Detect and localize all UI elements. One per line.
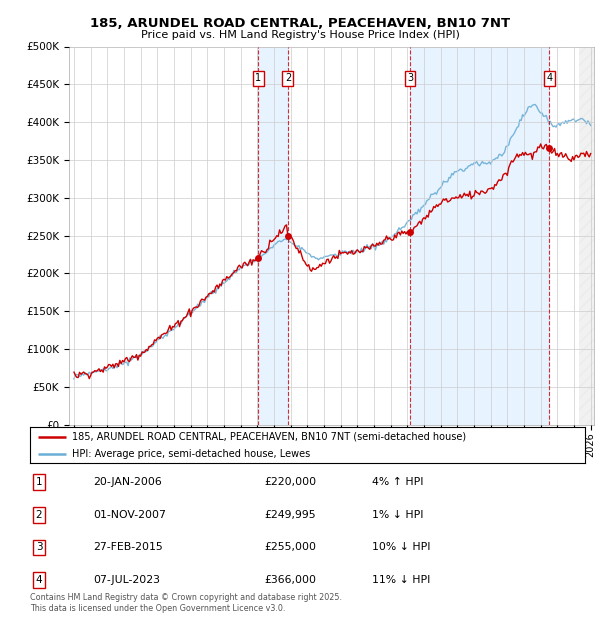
- Text: 185, ARUNDEL ROAD CENTRAL, PEACEHAVEN, BN10 7NT: 185, ARUNDEL ROAD CENTRAL, PEACEHAVEN, B…: [90, 17, 510, 30]
- Text: Price paid vs. HM Land Registry's House Price Index (HPI): Price paid vs. HM Land Registry's House …: [140, 30, 460, 40]
- Text: 1: 1: [255, 73, 262, 83]
- Bar: [579, 46, 599, 425]
- Bar: [410, 46, 549, 425]
- Text: 11% ↓ HPI: 11% ↓ HPI: [372, 575, 430, 585]
- Text: 1: 1: [35, 477, 43, 487]
- Text: 20-JAN-2006: 20-JAN-2006: [93, 477, 162, 487]
- Text: HPI: Average price, semi-detached house, Lewes: HPI: Average price, semi-detached house,…: [71, 448, 310, 459]
- Text: Contains HM Land Registry data © Crown copyright and database right 2025.
This d: Contains HM Land Registry data © Crown c…: [30, 593, 342, 613]
- Text: 3: 3: [35, 542, 43, 552]
- Text: 4: 4: [546, 73, 553, 83]
- Text: £249,995: £249,995: [264, 510, 316, 520]
- Text: 10% ↓ HPI: 10% ↓ HPI: [372, 542, 431, 552]
- Bar: [258, 46, 288, 425]
- Text: 4: 4: [35, 575, 43, 585]
- Text: £220,000: £220,000: [264, 477, 316, 487]
- Text: £255,000: £255,000: [264, 542, 316, 552]
- Text: 4% ↑ HPI: 4% ↑ HPI: [372, 477, 424, 487]
- Text: 01-NOV-2007: 01-NOV-2007: [93, 510, 166, 520]
- Text: 27-FEB-2015: 27-FEB-2015: [93, 542, 163, 552]
- Text: 185, ARUNDEL ROAD CENTRAL, PEACEHAVEN, BN10 7NT (semi-detached house): 185, ARUNDEL ROAD CENTRAL, PEACEHAVEN, B…: [71, 432, 466, 441]
- Text: 2: 2: [285, 73, 291, 83]
- Text: 1% ↓ HPI: 1% ↓ HPI: [372, 510, 424, 520]
- Text: £366,000: £366,000: [264, 575, 316, 585]
- Text: 07-JUL-2023: 07-JUL-2023: [93, 575, 160, 585]
- Text: 3: 3: [407, 73, 413, 83]
- Text: 2: 2: [35, 510, 43, 520]
